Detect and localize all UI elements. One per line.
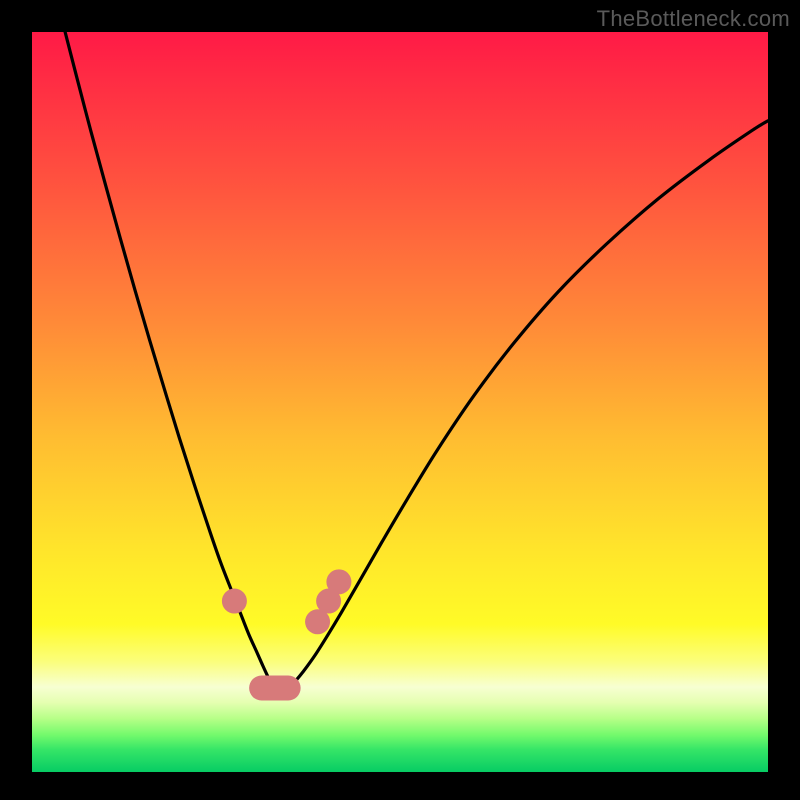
data-marker-0: [222, 589, 247, 614]
marker-group: [222, 569, 352, 700]
data-marker-3: [326, 569, 351, 594]
page-frame: TheBottleneck.com: [0, 0, 800, 800]
data-markers: [32, 32, 768, 772]
valley-marker: [249, 676, 301, 701]
watermark-text: TheBottleneck.com: [597, 6, 790, 32]
chart-panel: [32, 32, 768, 772]
